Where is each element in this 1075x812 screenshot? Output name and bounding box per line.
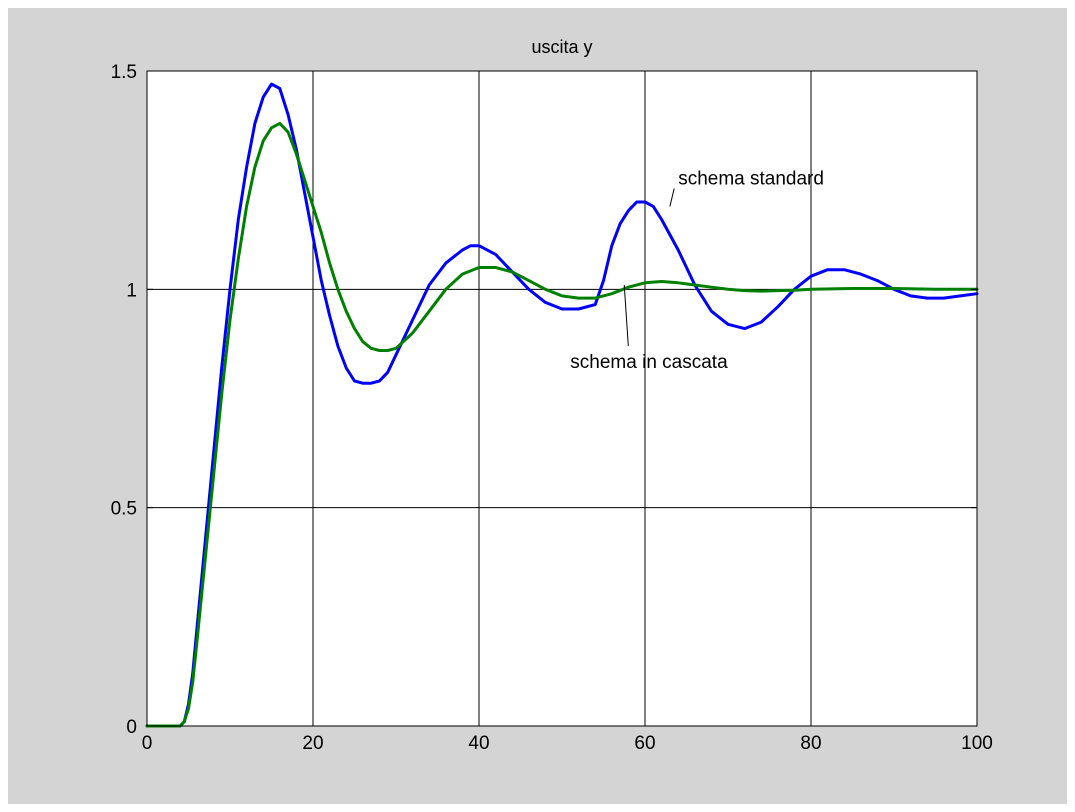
x-tick-label: 40 [468,733,489,754]
annotation-label: schema in cascata [570,352,728,373]
figure-window: 0 20 40 60 80 100 0 0.5 1 1.5 schema standard sche… [8,8,1067,804]
series-line-cascade [145,121,979,728]
x-tick-label: 20 [302,733,323,754]
x-tick-label: 60 [634,733,655,754]
annotation-leader-line [623,284,629,346]
axes-background [147,71,977,726]
series-line-standard [145,82,979,728]
y-tick-label: 1 [126,280,137,301]
x-tick-label: 100 [961,733,993,754]
ticks-layer: 0 20 40 60 80 100 0 0.5 1 1.5 [111,62,993,754]
chart-title: uscita y [531,37,592,57]
y-tick-label: 1.5 [111,62,137,83]
y-tick-label: 0 [126,717,137,738]
axes-box [146,70,978,727]
series-layer [145,82,979,728]
x-tick-label: 0 [142,733,153,754]
x-tick-label: 80 [800,733,821,754]
annotation-leader-line [669,188,675,207]
annotation-label: schema standard [678,169,824,190]
annotation-layer: schema standard schema in cascata [570,169,824,373]
y-tick-label: 0.5 [111,499,137,520]
